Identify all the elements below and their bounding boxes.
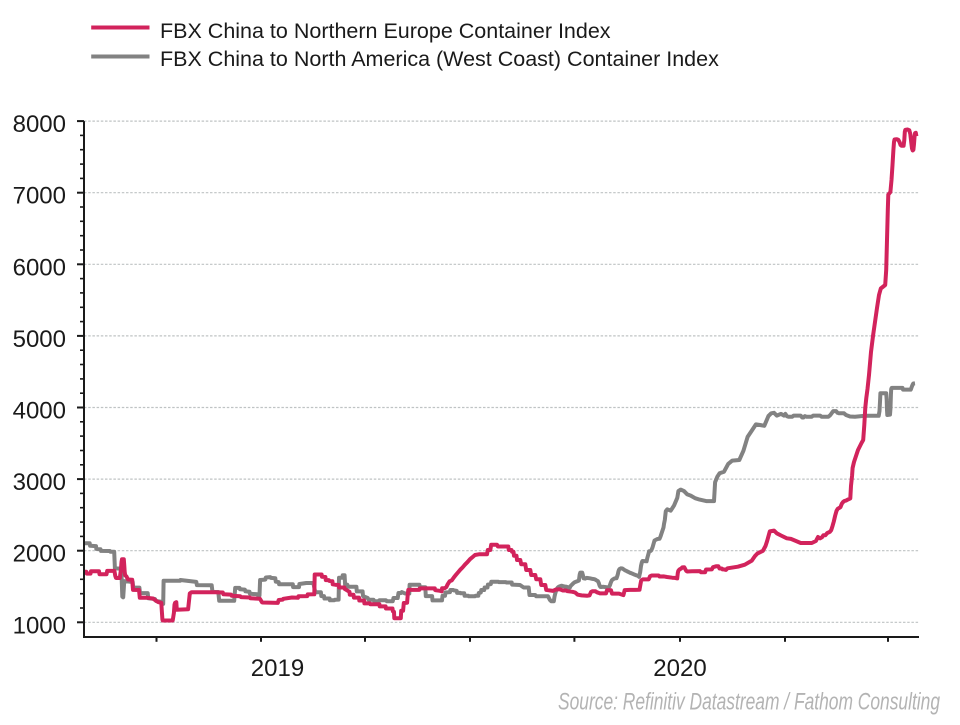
svg-text:5000: 5000 xyxy=(13,326,66,353)
svg-text:2019: 2019 xyxy=(251,655,304,682)
svg-text:2000: 2000 xyxy=(13,541,66,568)
svg-text:FBX China to Northern Europe C: FBX China to Northern Europe Container I… xyxy=(160,19,611,43)
svg-text:1000: 1000 xyxy=(13,612,66,639)
svg-text:6000: 6000 xyxy=(13,254,66,281)
svg-text:3000: 3000 xyxy=(13,469,66,496)
svg-text:4000: 4000 xyxy=(13,398,66,425)
svg-text:FBX China to North America (We: FBX China to North America (West Coast) … xyxy=(160,47,719,71)
svg-text:8000: 8000 xyxy=(13,111,66,138)
svg-text:2020: 2020 xyxy=(653,655,706,682)
svg-text:Source: Refinitiv Datastream /: Source: Refinitiv Datastream / Fathom Co… xyxy=(558,689,940,716)
svg-text:7000: 7000 xyxy=(13,183,66,210)
